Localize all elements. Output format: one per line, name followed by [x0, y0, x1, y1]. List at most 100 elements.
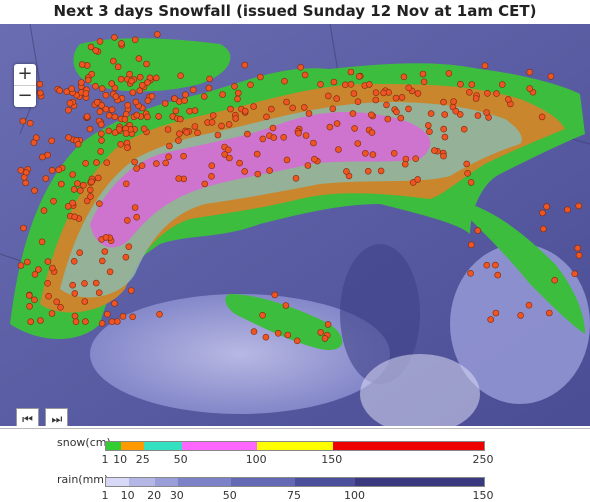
- station-marker[interactable]: [84, 76, 92, 84]
- station-marker[interactable]: [367, 111, 375, 119]
- station-marker[interactable]: [87, 43, 95, 51]
- station-marker[interactable]: [183, 129, 190, 136]
- station-marker[interactable]: [44, 258, 52, 265]
- station-marker[interactable]: [121, 116, 129, 123]
- station-marker[interactable]: [53, 298, 61, 306]
- station-marker[interactable]: [333, 120, 341, 127]
- station-marker[interactable]: [69, 281, 76, 289]
- station-marker[interactable]: [133, 111, 141, 119]
- station-marker[interactable]: [71, 312, 79, 320]
- station-marker[interactable]: [270, 134, 278, 141]
- station-marker[interactable]: [241, 61, 249, 69]
- station-marker[interactable]: [271, 291, 279, 299]
- station-marker[interactable]: [98, 102, 105, 109]
- station-marker[interactable]: [118, 40, 125, 47]
- station-marker[interactable]: [136, 87, 144, 94]
- station-marker[interactable]: [414, 90, 422, 97]
- station-marker[interactable]: [474, 112, 482, 119]
- station-marker[interactable]: [77, 187, 84, 194]
- station-marker[interactable]: [335, 146, 342, 153]
- station-marker[interactable]: [111, 129, 119, 136]
- station-marker[interactable]: [282, 302, 290, 309]
- station-marker[interactable]: [128, 77, 135, 85]
- station-marker[interactable]: [484, 90, 491, 97]
- station-marker[interactable]: [124, 144, 131, 151]
- station-marker[interactable]: [39, 153, 46, 161]
- station-marker[interactable]: [20, 174, 28, 181]
- station-marker[interactable]: [125, 243, 133, 250]
- station-marker[interactable]: [420, 78, 428, 86]
- station-marker[interactable]: [226, 154, 233, 162]
- station-marker[interactable]: [547, 73, 555, 80]
- station-marker[interactable]: [98, 85, 106, 92]
- station-marker[interactable]: [38, 238, 46, 246]
- station-marker[interactable]: [129, 313, 136, 321]
- station-marker[interactable]: [95, 289, 103, 297]
- station-marker[interactable]: [545, 309, 553, 317]
- station-markers[interactable]: [17, 31, 583, 345]
- station-marker[interactable]: [97, 121, 105, 128]
- station-marker[interactable]: [244, 130, 251, 138]
- station-marker[interactable]: [96, 38, 104, 45]
- station-marker[interactable]: [98, 130, 105, 137]
- station-marker[interactable]: [108, 318, 116, 326]
- zoom-in-button[interactable]: +: [17, 63, 33, 84]
- station-marker[interactable]: [266, 167, 273, 174]
- station-marker[interactable]: [17, 262, 25, 269]
- station-marker[interactable]: [111, 113, 119, 121]
- station-marker[interactable]: [119, 313, 127, 320]
- station-marker[interactable]: [87, 193, 94, 200]
- snowfall-map[interactable]: + − ⏮ ⏭: [0, 24, 590, 426]
- station-marker[interactable]: [293, 337, 301, 345]
- station-marker[interactable]: [189, 86, 197, 94]
- station-marker[interactable]: [284, 331, 292, 339]
- station-marker[interactable]: [83, 113, 91, 120]
- station-marker[interactable]: [441, 133, 449, 141]
- station-marker[interactable]: [127, 287, 135, 294]
- station-marker[interactable]: [26, 119, 34, 127]
- station-marker[interactable]: [25, 292, 33, 299]
- station-marker[interactable]: [355, 73, 363, 80]
- station-marker[interactable]: [136, 73, 144, 81]
- station-marker[interactable]: [74, 140, 82, 148]
- station-marker[interactable]: [69, 171, 76, 178]
- station-marker[interactable]: [467, 241, 475, 249]
- station-marker[interactable]: [49, 264, 56, 272]
- station-marker[interactable]: [117, 141, 124, 148]
- station-marker[interactable]: [208, 119, 216, 126]
- station-marker[interactable]: [250, 328, 258, 335]
- station-marker[interactable]: [57, 303, 64, 311]
- station-marker[interactable]: [96, 108, 104, 115]
- station-marker[interactable]: [304, 162, 312, 169]
- station-marker[interactable]: [369, 151, 377, 158]
- station-marker[interactable]: [349, 110, 357, 117]
- station-marker[interactable]: [472, 95, 480, 102]
- station-marker[interactable]: [186, 107, 193, 115]
- station-marker[interactable]: [48, 310, 56, 317]
- station-marker[interactable]: [48, 137, 56, 145]
- station-marker[interactable]: [227, 105, 234, 113]
- station-marker[interactable]: [492, 309, 500, 317]
- station-marker[interactable]: [525, 301, 533, 309]
- station-marker[interactable]: [474, 227, 482, 234]
- station-marker[interactable]: [82, 90, 90, 97]
- station-marker[interactable]: [384, 115, 392, 123]
- station-marker[interactable]: [464, 170, 471, 177]
- station-marker[interactable]: [208, 173, 215, 180]
- station-marker[interactable]: [424, 122, 432, 129]
- station-marker[interactable]: [440, 152, 447, 160]
- station-marker[interactable]: [232, 115, 239, 122]
- station-marker[interactable]: [380, 89, 387, 97]
- station-marker[interactable]: [405, 105, 412, 113]
- station-marker[interactable]: [56, 87, 64, 94]
- station-marker[interactable]: [351, 125, 358, 132]
- station-marker[interactable]: [23, 258, 31, 266]
- station-marker[interactable]: [82, 318, 89, 325]
- station-marker[interactable]: [300, 104, 308, 111]
- station-marker[interactable]: [205, 84, 213, 92]
- station-marker[interactable]: [283, 98, 290, 106]
- station-marker[interactable]: [426, 128, 433, 135]
- station-marker[interactable]: [483, 109, 490, 116]
- station-marker[interactable]: [92, 82, 99, 90]
- station-marker[interactable]: [321, 335, 329, 342]
